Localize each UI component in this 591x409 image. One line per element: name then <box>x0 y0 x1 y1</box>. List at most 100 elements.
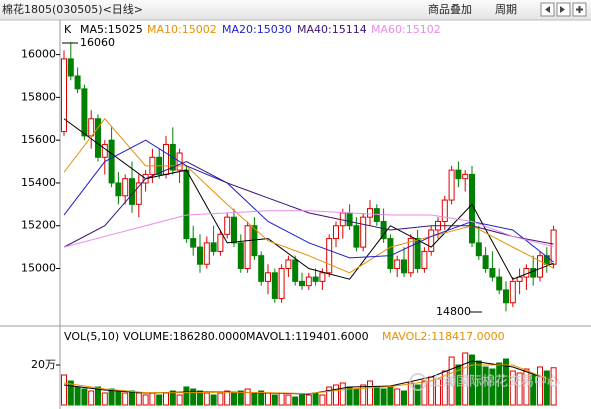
volume-bar <box>101 392 108 406</box>
period-button[interactable]: 周期 <box>495 3 517 16</box>
candle-body <box>401 259 407 274</box>
annotation: 14800 <box>436 305 471 318</box>
candle-body <box>108 139 115 184</box>
candle-body <box>312 276 319 282</box>
volume-bar <box>122 392 129 406</box>
candle-body <box>122 178 129 197</box>
watermark: 上海国际棉花交易中心 <box>409 373 560 391</box>
watermark-text: 上海国际棉花交易中心 <box>430 374 560 390</box>
candle-body <box>503 289 509 304</box>
volume-bar <box>469 354 475 406</box>
volume-bar <box>537 366 543 406</box>
volume-bar <box>496 362 503 406</box>
volume-bar <box>401 390 407 406</box>
volume-bar <box>292 396 299 406</box>
volume-bar <box>455 364 462 406</box>
volume-bar <box>81 388 88 406</box>
candle-body <box>448 169 455 201</box>
volume-bar <box>509 370 516 406</box>
volume-bar <box>95 386 101 406</box>
candle-body <box>428 229 435 252</box>
volume-bar <box>203 392 210 406</box>
volume-bar <box>387 386 394 406</box>
volume-bar <box>67 380 74 406</box>
candle-body <box>237 242 244 270</box>
volume-bar <box>299 394 305 406</box>
legend-entry: MA20:15030 <box>222 23 292 36</box>
volume-bar <box>339 382 346 406</box>
volume-bar <box>135 392 142 406</box>
candle-body <box>299 280 305 287</box>
candle-body <box>292 259 299 282</box>
candle-body <box>203 242 210 265</box>
volume-bar <box>149 392 156 406</box>
candle-body <box>455 169 462 180</box>
candle-body <box>482 255 489 270</box>
volume-bar <box>271 394 278 406</box>
volume-bar <box>190 388 197 406</box>
candle-body <box>537 255 543 278</box>
candle-body <box>394 259 401 270</box>
y-tick-label: 15000 <box>21 262 56 275</box>
legend-entry: MA5:15025 <box>80 23 143 36</box>
overlay-button[interactable]: 商品叠加 <box>428 2 472 16</box>
price-label: K <box>64 23 72 36</box>
volume-bar <box>156 394 163 406</box>
candle-body <box>81 88 88 137</box>
volume-bar <box>74 386 81 406</box>
volume-bar <box>435 378 441 406</box>
volume-bar <box>360 384 367 406</box>
candle-body <box>530 268 537 278</box>
candle-body <box>489 268 496 278</box>
header-bar <box>0 0 591 20</box>
candle-body <box>326 238 333 274</box>
volume-bar <box>462 352 469 406</box>
candle-body <box>462 173 469 180</box>
volume-header: VOLUME:186280.0000 <box>123 330 246 343</box>
volume-bar <box>319 394 326 406</box>
y-tick-label: 15600 <box>21 133 56 146</box>
candle-body <box>217 233 224 252</box>
candle-body <box>278 268 285 299</box>
volume-bar <box>414 384 421 406</box>
candle-body <box>61 58 67 133</box>
candle-body <box>285 259 292 270</box>
volume-bar <box>278 392 285 406</box>
candle-body <box>135 182 142 205</box>
volume-bar <box>421 380 428 406</box>
volume-bar <box>169 390 176 406</box>
volume-bar <box>503 358 509 406</box>
volume-bar <box>353 388 360 406</box>
candle-body <box>387 238 394 270</box>
nav-icons[interactable] <box>540 2 587 17</box>
volume-bar <box>176 394 183 406</box>
volume-bar <box>265 392 271 406</box>
candle-body <box>258 255 265 282</box>
volume-bar <box>217 392 224 406</box>
candle-body <box>244 225 251 270</box>
volume-bar <box>305 394 312 406</box>
candle-body <box>265 272 271 282</box>
volume-bar <box>183 386 190 406</box>
ma-line <box>63 364 554 395</box>
y-tick-label: 15800 <box>21 90 56 103</box>
volume-bar <box>129 390 135 406</box>
candle-body <box>210 242 217 252</box>
volume-bar <box>163 392 169 406</box>
candle-body <box>550 229 557 265</box>
candle-body <box>346 212 353 227</box>
candle-body <box>353 225 360 248</box>
volume-bar <box>231 392 237 406</box>
candle-body <box>115 182 122 197</box>
annotation-high: 16060 <box>62 36 115 49</box>
volume-bar <box>224 390 231 406</box>
volume-bar <box>482 366 489 406</box>
volume-header: MAVOL1:119401.6000 <box>246 330 369 343</box>
volume-bar <box>333 384 339 406</box>
candle-body <box>183 169 190 240</box>
volume-bar <box>394 388 401 406</box>
volume-bar <box>367 380 373 406</box>
volume-bar <box>285 394 292 406</box>
legend-entry: MA10:15002 <box>147 23 217 36</box>
